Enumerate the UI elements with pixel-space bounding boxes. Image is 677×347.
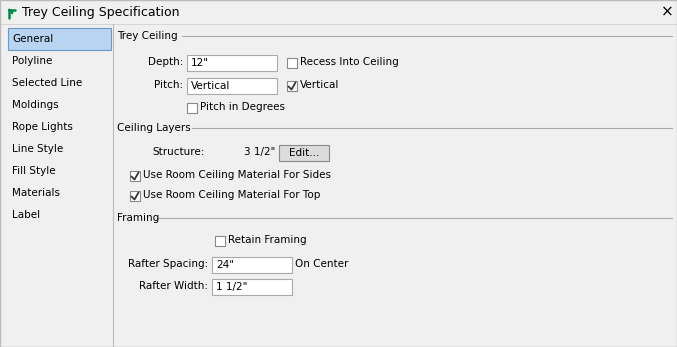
Bar — [8, 28, 111, 50]
Bar — [187, 103, 197, 113]
Text: Retain Framing: Retain Framing — [228, 235, 307, 245]
Bar — [130, 191, 140, 201]
Text: Depth:: Depth: — [148, 57, 183, 67]
Text: Selected Line: Selected Line — [12, 78, 82, 88]
Text: On Center: On Center — [295, 259, 349, 269]
Bar — [130, 171, 140, 181]
Text: Vertical: Vertical — [191, 81, 230, 91]
Text: Trey Ceiling Specification: Trey Ceiling Specification — [22, 6, 179, 18]
Bar — [215, 236, 225, 246]
Text: Rope Lights: Rope Lights — [12, 122, 73, 132]
Bar — [187, 55, 277, 71]
Text: Fill Style: Fill Style — [12, 166, 56, 176]
Text: Use Room Ceiling Material For Sides: Use Room Ceiling Material For Sides — [143, 170, 331, 180]
Text: Label: Label — [12, 210, 40, 220]
Text: Rafter Spacing:: Rafter Spacing: — [128, 259, 208, 269]
Text: 1 1/2": 1 1/2" — [216, 282, 247, 292]
Text: 12": 12" — [191, 58, 209, 68]
Bar — [187, 78, 277, 94]
Text: 3 1/2": 3 1/2" — [244, 147, 275, 157]
Text: Framing: Framing — [117, 213, 159, 223]
Text: Line Style: Line Style — [12, 144, 63, 154]
Bar — [0, 0, 677, 24]
Text: 24": 24" — [216, 260, 234, 270]
Bar — [287, 58, 297, 68]
Text: Edit...: Edit... — [289, 148, 319, 158]
Text: Moldings: Moldings — [12, 100, 59, 110]
Text: Use Room Ceiling Material For Top: Use Room Ceiling Material For Top — [143, 190, 320, 200]
Text: Pitch:: Pitch: — [154, 80, 183, 90]
Bar — [287, 81, 297, 91]
Bar — [212, 279, 292, 295]
Text: ×: × — [661, 5, 674, 19]
Text: Structure:: Structure: — [152, 147, 205, 157]
Text: General: General — [12, 34, 53, 44]
Text: Ceiling Layers: Ceiling Layers — [117, 123, 191, 133]
Text: Trey Ceiling: Trey Ceiling — [117, 31, 177, 41]
Text: Materials: Materials — [12, 188, 60, 198]
Text: Recess Into Ceiling: Recess Into Ceiling — [300, 57, 399, 67]
Text: Polyline: Polyline — [12, 56, 52, 66]
Bar — [279, 145, 329, 161]
Bar — [212, 257, 292, 273]
Text: Vertical: Vertical — [300, 80, 339, 90]
Text: Pitch in Degrees: Pitch in Degrees — [200, 102, 285, 112]
Text: Rafter Width:: Rafter Width: — [139, 281, 208, 291]
